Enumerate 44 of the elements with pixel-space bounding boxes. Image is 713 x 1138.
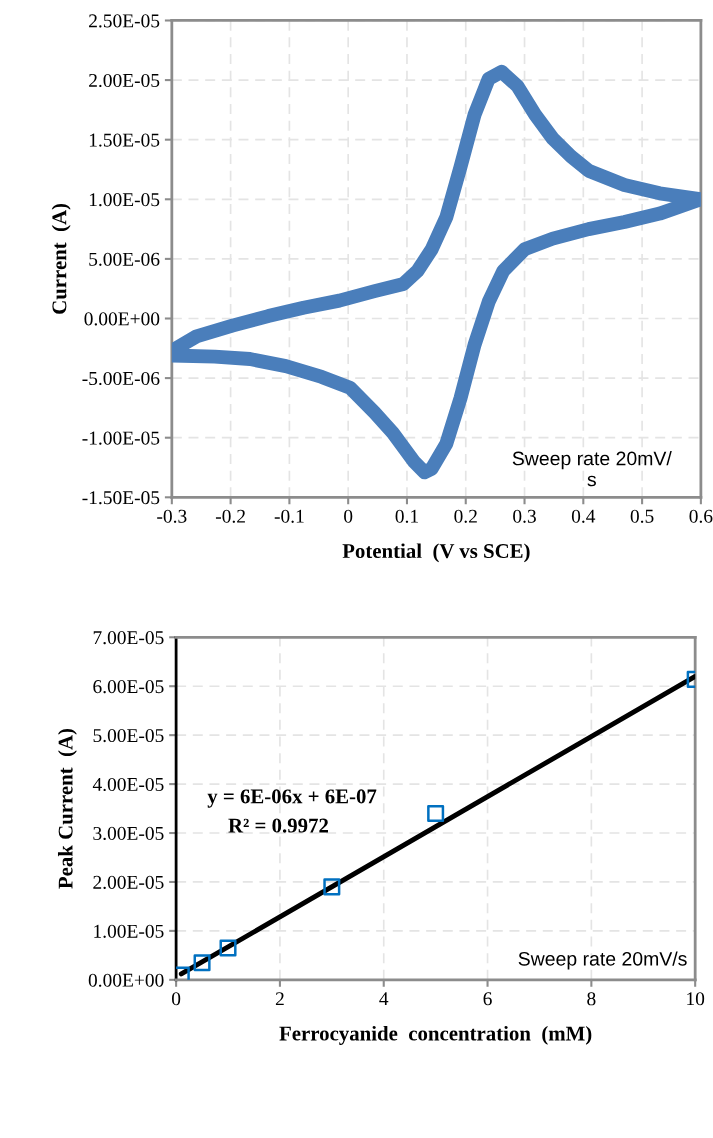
x-tick-label: 0.1 (395, 509, 418, 523)
y-axis-title: Current (A) (51, 203, 71, 314)
x-tick-label: 6 (483, 992, 492, 1006)
x-tick-label: 8 (587, 992, 596, 1006)
y-tick-label: 0.00E+00 (84, 312, 160, 326)
annotation: y = 6E-06x + 6E-07 (207, 789, 377, 808)
y-tick-label: 2.50E-05 (89, 14, 160, 28)
x-tick-label: 0.4 (571, 509, 596, 523)
x-tick-label: 0.6 (689, 509, 713, 523)
y-tick-label: -5.00E-06 (82, 371, 160, 386)
x-tick-label: -0.3 (157, 509, 187, 523)
point (323, 878, 341, 896)
y-tick-label: 5.00E-05 (93, 728, 164, 743)
x-tick-label: -0.2 (215, 509, 245, 523)
y-tick-label: -1.50E-05 (82, 491, 160, 505)
y-tick-label: -1.00E-05 (82, 431, 160, 445)
annotation: R² = 0.9972 (228, 818, 328, 833)
x-tick-label: 2 (275, 992, 284, 1006)
x-tick-label: 10 (687, 992, 705, 1006)
y-tick-label: 2.00E-05 (89, 73, 160, 88)
x-tick-label: 0 (171, 992, 181, 1006)
x-tick-label: 0.3 (513, 509, 536, 523)
y-tick-label: 2.00E-05 (93, 875, 164, 889)
point (219, 939, 237, 957)
y-tick-label: 5.00E-06 (89, 252, 160, 266)
y-tick-label: 4.00E-05 (92, 777, 164, 792)
annotation: Sweep rate 20mV/s (518, 951, 687, 970)
x-tick-label: 0.5 (630, 509, 654, 523)
x-tick-label: 4 (379, 992, 389, 1006)
y-tick-label: 1.00E-05 (89, 193, 160, 207)
x-tick-label: 0.2 (454, 509, 477, 523)
x-axis-title: Potential (V vs SCE) (342, 543, 530, 563)
y-tick-label: 3.00E-05 (93, 826, 164, 841)
y-tick-label: 7.00E-05 (93, 631, 164, 645)
x-tick-label: -0.1 (274, 509, 304, 523)
y-tick-label: 6.00E-05 (93, 680, 164, 694)
x-tick-label: 0 (344, 509, 353, 523)
y-tick-label: 1.00E-05 (94, 924, 164, 938)
point (193, 954, 211, 972)
y-tick-label: 0.00E+00 (88, 973, 164, 987)
y-axis-title: Peak Current (A) (57, 728, 77, 889)
y-tick-label: 1.50E-05 (89, 133, 160, 147)
x-axis-title: Ferrocyanide concentration (mM) (279, 1025, 592, 1045)
annotation: Sweep rate 20mV/ s (512, 451, 672, 487)
